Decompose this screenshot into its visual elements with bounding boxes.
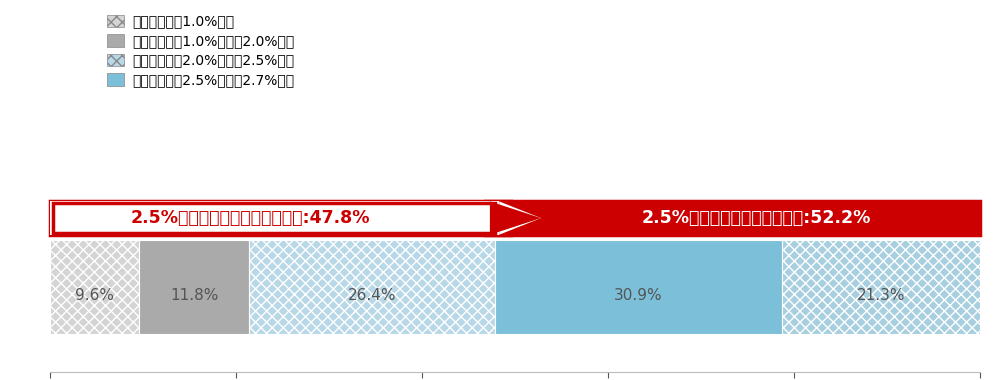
Text: 30.9%: 30.9% [614,288,663,303]
Text: 2.5%未満「法定雇用率未達成」:47.8%: 2.5%未満「法定雇用率未達成」:47.8% [130,209,370,227]
Polygon shape [490,201,541,235]
Text: 2.5%以上「法定雇用率達成」:52.2%: 2.5%以上「法定雇用率達成」:52.2% [641,209,871,227]
Bar [249,240,495,334]
Text: 26.4%: 26.4% [348,288,396,303]
Bar [50,201,511,235]
Text: 9.6%: 9.6% [75,288,114,303]
Bar [782,240,980,334]
Text: 11.8%: 11.8% [170,288,218,303]
Legend: 障害者雇用獱1.0%未満, 障害者雇用獱1.0%以上～2.0%未満, 障害者雇用獱2.0%以上～2.5%未満, 障害者雇用獱2.5%以上～2.7%未満: 障害者雇用獱1.0%未満, 障害者雇用獱1.0%以上～2.0%未満, 障害者雇用… [107,14,294,87]
Polygon shape [499,201,541,235]
Bar [50,240,139,334]
Bar [495,240,782,334]
Bar [485,201,980,235]
Text: 21.3%: 21.3% [857,288,905,303]
Bar [50,201,499,235]
Bar [139,240,249,334]
